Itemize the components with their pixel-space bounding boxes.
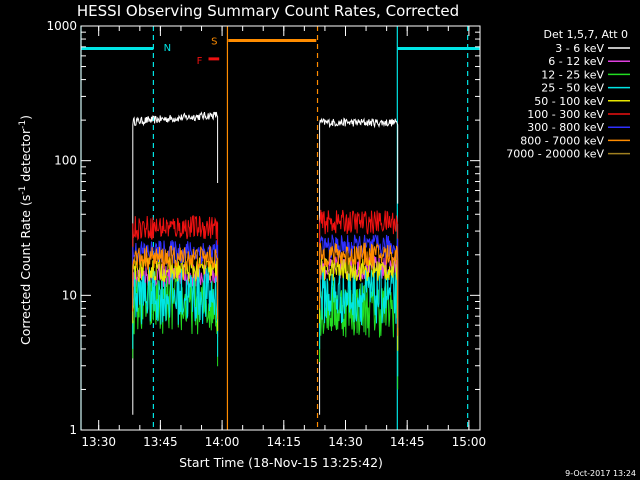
x-tick-label: 14:15 xyxy=(266,435,301,449)
series-7-segment-1 xyxy=(132,245,219,320)
legend-label-4: 50 - 100 keV xyxy=(534,95,604,108)
series-3-segment-1 xyxy=(132,266,219,357)
legend-label-5: 100 - 300 keV xyxy=(527,108,604,121)
series-5 xyxy=(132,209,399,304)
legend-label-0: 3 - 6 keV xyxy=(555,42,604,55)
legend-label-3: 25 - 50 keV xyxy=(541,82,604,95)
x-tick-label: 13:45 xyxy=(143,435,178,449)
series-5-segment-2 xyxy=(319,209,399,304)
y-tick-label: 1000 xyxy=(46,19,77,33)
chart-title: HESSI Observing Summary Count Rates, Cor… xyxy=(77,2,459,20)
series-7 xyxy=(132,242,399,336)
x-tick-label: 13:30 xyxy=(81,435,116,449)
y-tick-label: 100 xyxy=(54,154,77,168)
legend-label-1: 6 - 12 keV xyxy=(548,55,604,68)
x-tick-label: 15:00 xyxy=(452,435,487,449)
legend-label-6: 300 - 800 keV xyxy=(527,121,604,134)
annotation-f: F xyxy=(197,56,203,67)
series-0-segment-2 xyxy=(319,117,399,415)
series-5-segment-1 xyxy=(132,215,219,289)
x-tick-label: 14:00 xyxy=(205,435,240,449)
date-stamp: 9-Oct-2017 13:24 xyxy=(565,469,636,478)
y-tick-label: 1 xyxy=(69,423,77,437)
series-2-segment-1 xyxy=(132,276,219,367)
series-0-segment-1 xyxy=(132,111,219,415)
plot-frame xyxy=(80,25,481,431)
legend-label-7: 800 - 7000 keV xyxy=(520,134,604,147)
x-tick-label: 14:30 xyxy=(328,435,363,449)
y-axis-label: Corrected Count Rate (s-1 detector-1) xyxy=(18,115,33,345)
x-axis-label: Start Time (18-Nov-15 13:25:42) xyxy=(179,455,383,470)
legend-label-8: 7000 - 20000 keV xyxy=(506,148,604,161)
annotation-s: S xyxy=(211,37,217,48)
series-7-segment-2 xyxy=(319,242,399,336)
legend-title: Det 1,5,7, Att 0 xyxy=(544,28,628,41)
annotation-n: N xyxy=(164,43,171,54)
series-4-segment-2 xyxy=(319,257,399,351)
plot-area: N SF 1 10 100 1000 13:30 13:45 14:00 14:15 14:30 14… xyxy=(46,19,486,449)
legend-label-2: 12 - 25 keV xyxy=(541,68,604,81)
series-6-segment-2 xyxy=(319,234,399,328)
x-tick-label: 14:45 xyxy=(390,435,425,449)
y-tick-label: 10 xyxy=(62,288,77,302)
series-0 xyxy=(132,111,399,415)
